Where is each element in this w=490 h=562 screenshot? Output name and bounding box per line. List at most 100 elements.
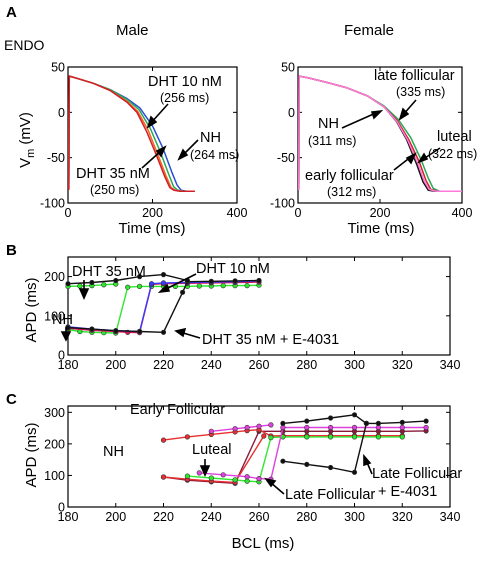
B-y-tick-label: 200 — [44, 270, 65, 284]
male-header: Male — [116, 22, 149, 39]
A-female-x-tick-label: 400 — [452, 206, 473, 220]
B-data-point — [208, 278, 214, 284]
C-data-point — [423, 418, 429, 424]
B-data-point — [89, 279, 95, 286]
annotation-arrows — [60, 99, 441, 495]
B-data-point — [196, 283, 202, 289]
C-data-point — [244, 478, 250, 484]
C-data-point — [375, 420, 382, 427]
C-data-point — [256, 423, 262, 429]
b-nh-label: NH — [52, 312, 73, 328]
arrowhead-a-female-luteal — [417, 152, 429, 164]
C-data-point — [399, 419, 405, 426]
C-x-tick-label: 200 — [105, 510, 126, 524]
a-male-x-label: Time (ms) — [119, 220, 186, 237]
A-male-x-tick-label: 200 — [142, 206, 163, 220]
a-male-dht35-value: (250 ms) — [90, 183, 139, 197]
C-data-point — [351, 434, 358, 440]
arrowhead-a-male-dht10 — [146, 115, 158, 129]
B-data-point — [137, 283, 143, 290]
panel-letter-c: C — [6, 391, 17, 408]
C-data-point — [268, 422, 274, 428]
A-male-y-tick-label: -50 — [47, 151, 65, 165]
C-data-point — [328, 464, 334, 471]
C-data-point — [351, 424, 358, 431]
B-x-tick-label: 240 — [201, 358, 222, 372]
a-female-early-follicular-label: early follicular — [305, 168, 394, 184]
B-x-tick-label: 260 — [249, 358, 270, 372]
C-data-point — [196, 470, 202, 476]
c-early-follicular-label: Early Follicular — [130, 402, 225, 418]
a-male-dht35-label: DHT 35 nM — [76, 166, 150, 182]
C-data-point — [375, 434, 382, 440]
C-data-point — [328, 434, 334, 440]
B-data-point — [244, 283, 250, 289]
A-female-y-tick-label: -50 — [277, 151, 295, 165]
arrowhead-c-e4031 — [363, 453, 372, 467]
B-data-point — [220, 283, 226, 289]
C-data-point — [232, 426, 238, 432]
C-data-point — [184, 434, 190, 440]
c-y-label: APD (ms) — [23, 423, 40, 488]
C-series-line-3 — [187, 436, 403, 483]
a-male-y-label: Vm (mV) — [17, 112, 37, 168]
C-series-line-5 — [211, 424, 271, 432]
c-e4031-suffix-label: + E-4031 — [378, 484, 437, 500]
C-x-tick-label: 260 — [249, 510, 270, 524]
C-data-point — [208, 475, 214, 481]
arrowhead-a-female-early-follicular — [405, 152, 417, 165]
C-data-point — [268, 435, 274, 441]
A-female-x-tick-label: 200 — [370, 206, 391, 220]
C-y-tick-label: 300 — [44, 406, 65, 420]
C-data-point — [244, 424, 250, 431]
B-y-tick-label: 100 — [44, 309, 65, 323]
B-series-line-5 — [67, 273, 188, 285]
C-data-point — [399, 434, 405, 440]
panel-letter-b: B — [6, 242, 17, 259]
A-male-series-line-3 — [68, 75, 195, 192]
c-x-label: BCL (ms) — [232, 535, 295, 552]
C-series-line-6 — [282, 420, 427, 473]
C-x-tick-label: 280 — [296, 510, 317, 524]
C-x-tick-label: 340 — [440, 510, 461, 524]
C-data-point — [423, 424, 429, 431]
C-series-line-4 — [199, 426, 427, 480]
A-male-y-tick-label: -100 — [40, 197, 65, 211]
B-x-tick-label: 220 — [153, 358, 174, 372]
action-potential-male-plot: 0 200 400 -100 -50 0 50 — [40, 61, 248, 221]
a-female-late-follicular-label: late follicular — [374, 68, 455, 84]
arrowhead-a-male-dht35 — [155, 145, 167, 158]
C-data-point — [304, 434, 310, 440]
a-female-nh-value: (311 ms) — [308, 134, 356, 148]
action-potential-female-plot: 0 200 400 -100 -50 0 50 — [270, 61, 473, 221]
C-data-point — [351, 412, 358, 418]
arrowhead-b-dht35 — [78, 288, 90, 300]
female-header: Female — [344, 22, 394, 39]
B-series-line-4 — [67, 279, 260, 333]
C-y-tick-label: 0 — [58, 501, 65, 515]
B-data-point — [160, 329, 167, 335]
C-data-point — [280, 458, 286, 464]
A-male-y-tick-label: 0 — [58, 106, 65, 120]
C-data-point — [304, 424, 310, 431]
B-x-tick-label: 180 — [58, 358, 79, 372]
B-data-point — [65, 281, 71, 287]
B-data-point — [137, 274, 143, 280]
arrowhead-c-luteal — [199, 465, 211, 477]
C-y-tick-label: 100 — [44, 469, 65, 483]
B-x-tick-label: 280 — [296, 358, 317, 372]
c-late-follicular-label: Late Follicular — [285, 487, 375, 503]
C-x-tick-label: 320 — [392, 510, 413, 524]
C-data-point — [261, 433, 267, 439]
a-male-nh-label: NH — [200, 130, 221, 146]
arrowhead-a-female-late-follicular — [398, 107, 410, 121]
a-female-x-label: Time (ms) — [348, 220, 415, 237]
C-data-point — [280, 420, 286, 427]
C-data-point — [304, 461, 310, 468]
C-series-line-0 — [163, 430, 427, 484]
C-data-point — [160, 474, 167, 480]
b-y-label: APD (ms) — [23, 278, 40, 343]
A-female-y-tick-label: -100 — [270, 197, 295, 211]
B-data-point — [137, 328, 143, 335]
C-data-point — [304, 418, 310, 424]
